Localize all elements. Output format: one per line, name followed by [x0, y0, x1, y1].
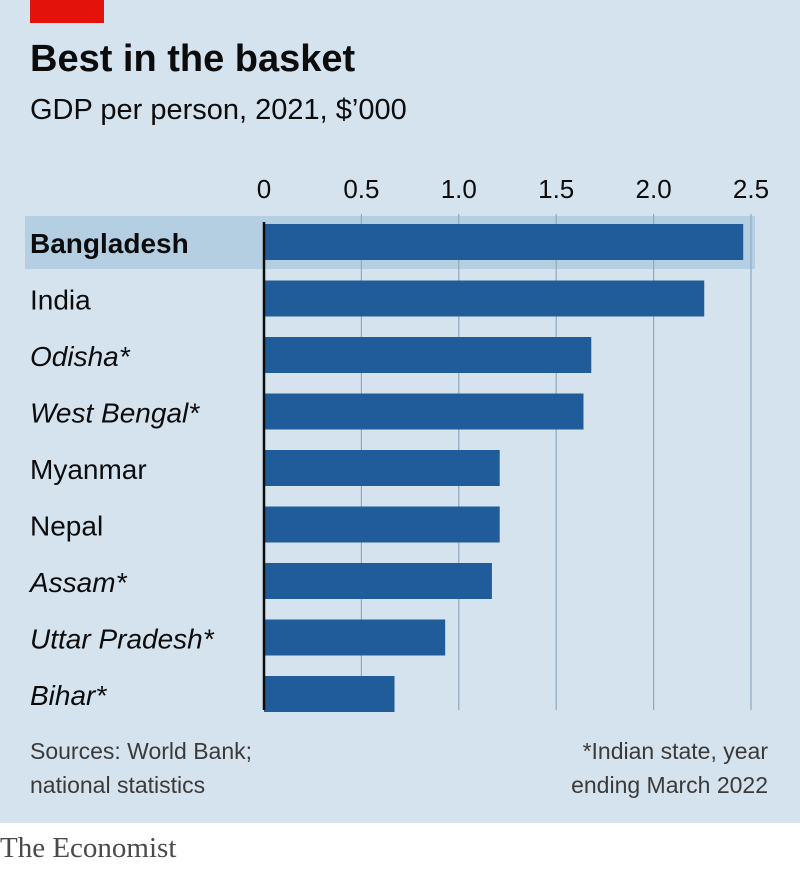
sources-line-2: national statistics	[30, 772, 206, 798]
category-label-layer: Bangladesh India Odisha* West Bengal* Myanma…	[28, 228, 215, 711]
bar	[264, 337, 592, 373]
bar-layer	[264, 224, 744, 712]
bar	[264, 563, 492, 599]
category-label: Odisha*	[30, 341, 131, 372]
category-label: West Bengal*	[30, 398, 200, 429]
brand-logo-text: The Economist	[0, 832, 177, 864]
footnote: *Indian state, year ending March 2022	[571, 734, 768, 802]
chart-title: Best in the basket	[30, 38, 356, 80]
chart-subtitle: GDP per person, 2021, $’000	[30, 94, 407, 126]
x-tick-label: 2.0	[636, 174, 672, 204]
footnote-line-2: ending March 2022	[571, 772, 768, 798]
red-tag	[30, 0, 104, 23]
category-label: Nepal	[30, 511, 103, 542]
category-label: Bangladesh	[30, 228, 189, 259]
bar	[264, 506, 500, 543]
category-label: Myanmar	[30, 454, 147, 485]
bar	[264, 280, 705, 317]
x-tick-label: 1.5	[538, 174, 574, 204]
x-tick-label: 0	[257, 174, 271, 204]
category-label: Bihar*	[30, 680, 107, 711]
bar	[264, 619, 446, 656]
footnote-line-1: *Indian state, year	[582, 738, 768, 764]
bar	[264, 393, 584, 430]
category-label: Assam*	[28, 567, 128, 598]
bar	[264, 450, 500, 486]
x-tick-label: 2.5	[733, 174, 769, 204]
x-tick-label: 1.0	[441, 174, 477, 204]
x-tick-label: 0.5	[343, 174, 379, 204]
bar-chart: 0 0.5 1.0 1.5 2.0 2.5 Bangladesh India Odisha* W…	[25, 174, 769, 712]
bar	[264, 676, 395, 712]
sources-line-1: Sources: World Bank;	[30, 738, 253, 764]
tick-label-layer: 0 0.5 1.0 1.5 2.0 2.5	[257, 174, 769, 204]
sources-note: Sources: World Bank; national statistics	[30, 734, 252, 802]
category-label: Uttar Pradesh*	[30, 624, 215, 655]
category-label: India	[30, 285, 91, 316]
bar	[264, 224, 744, 260]
